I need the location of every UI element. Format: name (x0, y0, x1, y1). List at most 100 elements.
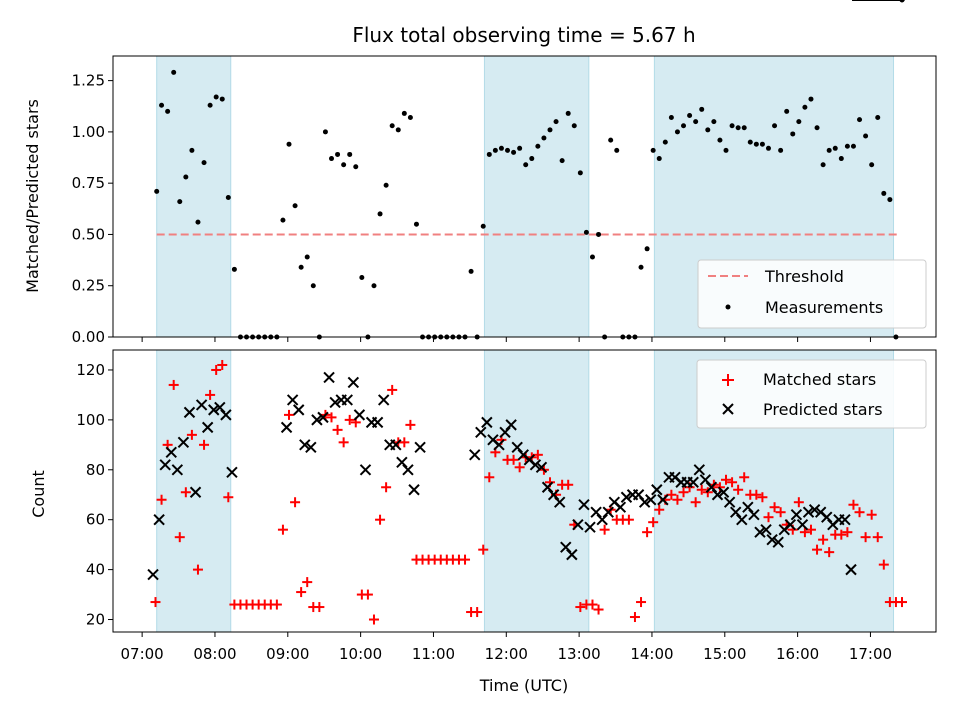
marker-stroke (572, 518, 584, 531)
measurement-point (195, 219, 201, 225)
predicted-star-point (317, 411, 329, 424)
measurement-point (347, 151, 353, 157)
matched-star-point (636, 597, 647, 608)
predicted-star-point (760, 523, 772, 536)
matched-star-point (362, 589, 373, 600)
predicted-star-point (614, 501, 627, 513)
bottom-panel: 20 40 60 80 100 120 07:00 08:00 09:00 10:00 11:00… (29, 0, 937, 695)
marker-stroke (760, 523, 772, 536)
predicted-star-point (602, 506, 614, 518)
marker-stroke (408, 484, 420, 496)
marker-stroke (293, 404, 305, 416)
predicted-star-point (596, 513, 608, 526)
measurement-point (304, 254, 310, 260)
predicted-star-point (736, 513, 748, 526)
marker-stroke (171, 464, 184, 476)
predicted-star-point (189, 486, 202, 498)
marker-stroke (608, 496, 621, 508)
measurement-point (310, 283, 316, 289)
top-axes-frame (112, 55, 937, 338)
matched-star-point (326, 412, 337, 423)
predicted-star-point (632, 489, 645, 501)
x-tick-label: 17:00 (849, 645, 892, 663)
predicted-star-point (177, 436, 190, 449)
marker-stroke (590, 506, 602, 518)
matched-star-point (836, 529, 847, 540)
predicted-star-point (359, 464, 372, 476)
predicted-star-point (353, 409, 366, 421)
predicted-star-point (699, 474, 712, 486)
measurement-point (498, 145, 504, 151)
matched-star-point (751, 489, 762, 500)
legend-measurements-label: Measurements (765, 298, 883, 317)
measurement-point (838, 156, 844, 162)
marker-stroke (693, 464, 706, 476)
predicted-star-point (766, 533, 778, 546)
measurement-point (492, 147, 498, 153)
predicted-star-point (159, 459, 171, 471)
matched-star-point (284, 409, 295, 420)
measurement-point (614, 147, 620, 153)
measurement-point (753, 141, 759, 147)
marker-stroke (766, 533, 778, 546)
measurement-point (201, 160, 207, 166)
marker-stroke (541, 481, 554, 493)
matched-star-point (277, 524, 288, 535)
matched-star-point (642, 527, 653, 538)
legend-matched-swatch (722, 374, 734, 386)
predicted-star-point (748, 509, 760, 521)
marker-stroke (535, 461, 548, 473)
measurement-point (322, 129, 328, 135)
matched-star-point (472, 607, 483, 618)
measurement-point (699, 106, 705, 112)
predicted-star-point (493, 439, 505, 451)
matched-star-point (174, 532, 185, 543)
measurement-point (298, 264, 304, 270)
matched-star-point (878, 559, 889, 570)
measurement-point (177, 199, 183, 205)
marker-stroke (645, 494, 657, 506)
bottom-series-layer (147, 0, 908, 625)
predicted-star-point (821, 511, 833, 523)
matched-star-point (805, 524, 816, 535)
measurement-point (486, 151, 492, 157)
measurement-point (189, 147, 195, 153)
marker-stroke (189, 486, 202, 498)
marker-stroke (329, 396, 341, 409)
marker-stroke (214, 401, 226, 414)
marker-stroke (736, 513, 748, 526)
marker-stroke (717, 486, 730, 498)
predicted-star-point (220, 409, 232, 421)
matched-star-point (793, 497, 804, 508)
measurement-point (881, 190, 887, 196)
marker-stroke (317, 411, 329, 424)
predicted-star-point (183, 406, 196, 419)
matched-star-point (848, 499, 859, 510)
marker-stroke (390, 439, 402, 451)
matched-star-point (296, 587, 307, 598)
marker-stroke (566, 548, 578, 561)
marker-stroke (280, 421, 293, 434)
predicted-star-point (475, 426, 487, 439)
marker-stroke (353, 409, 366, 421)
matched-star-point (302, 577, 313, 588)
measurement-point (729, 123, 735, 129)
x-tick-label: 07:00 (121, 645, 164, 663)
measurement-point (668, 115, 674, 121)
marker-stroke (730, 506, 742, 518)
marker-stroke (159, 459, 171, 471)
x-tick-label: 14:00 (630, 645, 673, 663)
x-tick-label: 08:00 (193, 645, 236, 663)
measurement-point (723, 147, 729, 153)
legend-measurements-swatch (725, 304, 731, 310)
measurement-point (280, 217, 286, 223)
predicted-star-point (645, 494, 657, 506)
bottom-y-tick-label: 100 (76, 411, 105, 429)
measurement-point (765, 145, 771, 151)
bottom-legend-box (696, 359, 927, 429)
measurement-point (328, 156, 334, 162)
matched-star-point (842, 527, 853, 538)
top-legend: Threshold Measurements (697, 259, 927, 329)
marker-stroke (638, 496, 651, 508)
marker-stroke (305, 441, 317, 454)
